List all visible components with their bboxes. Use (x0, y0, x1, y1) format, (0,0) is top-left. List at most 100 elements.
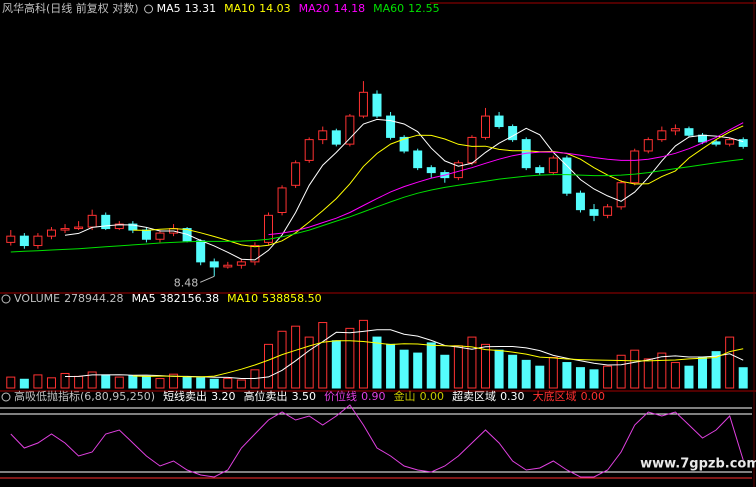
candle-body (277, 187, 287, 213)
candle-body (630, 150, 640, 184)
candle-body (155, 232, 165, 240)
legend-value: 0.00 (420, 390, 445, 403)
volume-bar (535, 365, 545, 389)
volume-bar (155, 378, 165, 389)
volume-bar (263, 343, 273, 389)
volume-bar (603, 365, 613, 389)
volume-bar (399, 349, 409, 389)
legend-name: 短线卖出 (163, 389, 207, 403)
candle-body (6, 235, 16, 243)
chart-title: 风华高科(日线 前复权 对数) (2, 1, 139, 15)
legend-value: 0.00 (581, 390, 606, 403)
candle-body (33, 235, 43, 247)
line-series (132, 340, 744, 378)
volume-bar (33, 374, 43, 389)
candle-body (128, 223, 138, 231)
candle-body (738, 139, 748, 147)
legend-value: 0.90 (361, 390, 386, 403)
candle-body (209, 261, 219, 268)
legend-name: MA10 (227, 292, 258, 305)
candle-body (345, 115, 355, 145)
volume-bar (643, 358, 653, 389)
volume-bar (467, 336, 477, 389)
volume-bar (508, 354, 518, 389)
volume-bar (6, 376, 16, 389)
legend-name: MA60 (373, 2, 404, 15)
watermark: www.7gpzb.com (640, 457, 756, 472)
legend-name: MA10 (224, 2, 255, 15)
candle-body (372, 93, 382, 117)
candle-body (250, 245, 260, 263)
volume-bar (521, 359, 531, 389)
volume-bar (74, 375, 84, 389)
candle-body (304, 139, 314, 161)
volume-bar (277, 330, 287, 389)
candle-body (548, 157, 558, 174)
volume-bar (60, 372, 70, 389)
candle-body (399, 136, 409, 152)
candle-body (616, 182, 626, 208)
volume-bar (196, 377, 206, 389)
candle-body (358, 91, 368, 117)
candle-body (603, 206, 613, 216)
candle-body (467, 136, 477, 164)
legend-name: MA20 (299, 2, 330, 15)
volume-bar (453, 345, 463, 389)
line-series (64, 118, 744, 261)
volume-bar (562, 362, 572, 389)
legend-icon (1, 392, 11, 402)
candle-body (291, 162, 301, 186)
legend-icon (1, 294, 11, 304)
volume-bar (738, 367, 748, 389)
candle-body (114, 223, 124, 230)
legend-name: 价位线 (324, 389, 357, 403)
candle-body (711, 141, 721, 145)
candle-body (508, 126, 518, 141)
legend-value: 3.20 (211, 390, 236, 403)
legend-value: 0.30 (500, 390, 525, 403)
line-series (132, 125, 744, 248)
candle-body (698, 134, 708, 143)
volume-bar (548, 356, 558, 389)
candle-body (535, 167, 545, 174)
candle-body (318, 130, 328, 141)
volume-bar (128, 375, 138, 389)
volume-bar (223, 378, 233, 389)
volume-bar (87, 371, 97, 389)
candle-body (101, 214, 111, 230)
volume-bar (481, 343, 491, 389)
volume-bar (358, 319, 368, 389)
candle-body (223, 264, 233, 268)
volume-bar (236, 379, 246, 389)
volume-bar (413, 352, 423, 389)
candle-body (236, 261, 246, 266)
volume-bar (575, 367, 585, 389)
volume-bar (19, 378, 29, 389)
candle-body (87, 214, 97, 228)
candle-body (589, 209, 599, 216)
candle-body (670, 128, 680, 132)
volume-bar (372, 336, 382, 389)
legend-name: MA5 (132, 292, 156, 305)
line-series (10, 158, 744, 253)
volume-bar (169, 373, 179, 389)
candle-body (46, 229, 56, 237)
legend-value: 12.55 (408, 2, 440, 15)
volume-bar (426, 342, 436, 389)
volume-bar (725, 336, 735, 389)
legend-value: 14.03 (259, 2, 291, 15)
legend-name: VOLUME (14, 292, 60, 305)
volume-bar (291, 325, 301, 389)
candle-body (494, 115, 504, 128)
candle-body (643, 139, 653, 152)
volume-bar (101, 374, 111, 389)
line-series (10, 404, 744, 478)
volume-bar (657, 352, 667, 389)
volume-bar (630, 349, 640, 389)
candle-body (562, 157, 572, 194)
legend-value: 14.18 (334, 2, 366, 15)
legend-value: 3.50 (292, 390, 317, 403)
